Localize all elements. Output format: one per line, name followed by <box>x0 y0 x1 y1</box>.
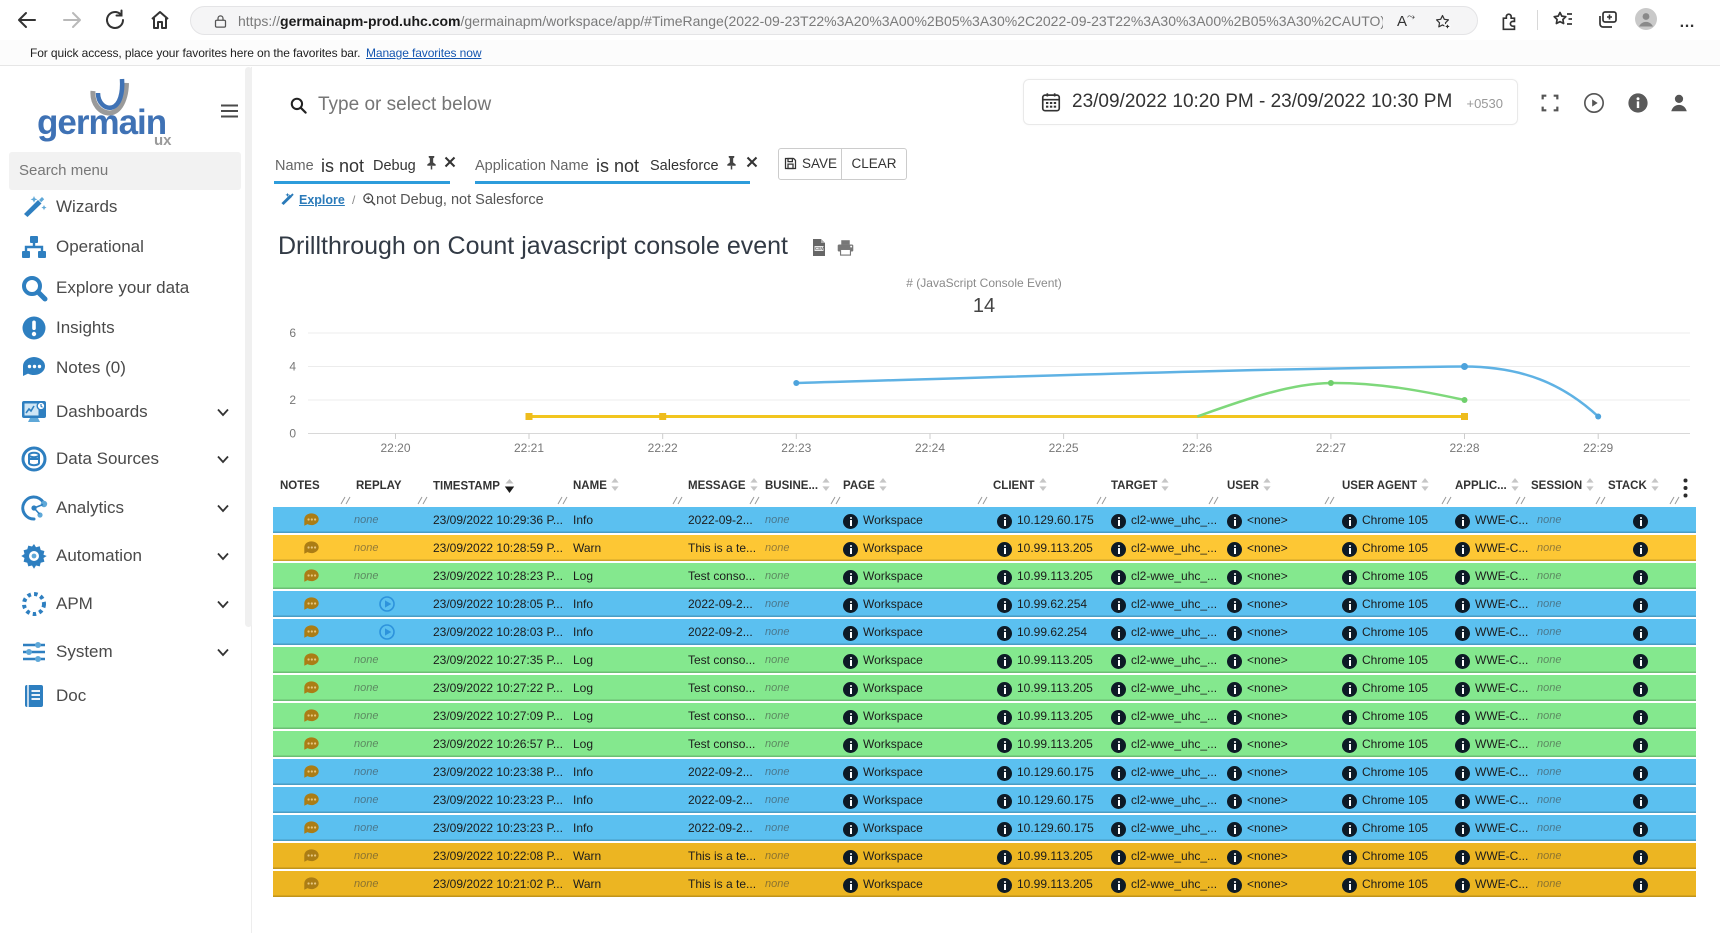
svg-text:ux: ux <box>154 132 172 149</box>
svg-text:22:28: 22:28 <box>1449 441 1479 455</box>
svg-text:6: 6 <box>289 326 296 340</box>
svg-text:22:21: 22:21 <box>514 441 544 455</box>
svg-text:0: 0 <box>289 427 296 441</box>
svg-text:22:27: 22:27 <box>1316 441 1346 455</box>
svg-text:22:25: 22:25 <box>1049 441 1079 455</box>
svg-text:4: 4 <box>289 360 296 374</box>
svg-text:CSV: CSV <box>815 246 824 251</box>
svg-text:2: 2 <box>289 393 296 407</box>
svg-text:germain: germain <box>37 103 166 142</box>
svg-text:22:20: 22:20 <box>380 441 410 455</box>
svg-text:22:22: 22:22 <box>648 441 678 455</box>
svg-text:22:23: 22:23 <box>781 441 811 455</box>
svg-text:22:26: 22:26 <box>1182 441 1212 455</box>
svg-text:22:24: 22:24 <box>915 441 945 455</box>
svg-text:22:29: 22:29 <box>1583 441 1613 455</box>
